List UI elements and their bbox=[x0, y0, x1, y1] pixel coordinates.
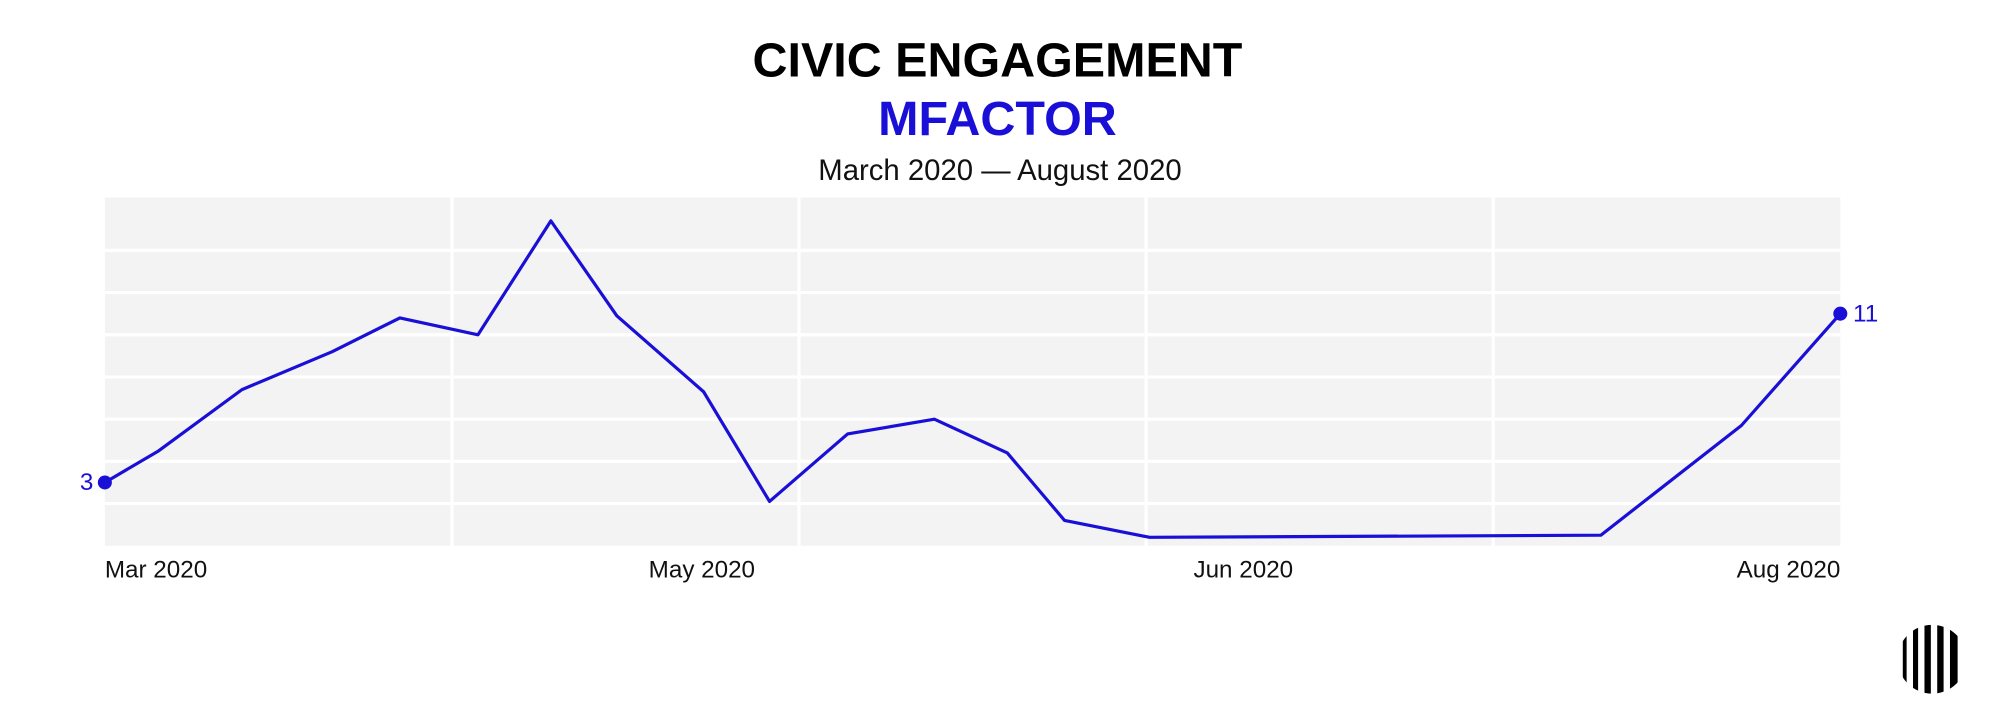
line bbox=[104, 219, 1842, 539]
x-tick-label: May 2020 bbox=[649, 557, 755, 584]
x-tick-label: Mar 2020 bbox=[105, 557, 207, 584]
x-tick-label: Aug 2020 bbox=[1737, 557, 1841, 584]
data-label: 3 bbox=[80, 469, 93, 496]
x-tick-label: Jun 2020 bbox=[1193, 557, 1293, 584]
end-point bbox=[97, 475, 112, 490]
chart-title: CIVIC ENGAGEMENT bbox=[753, 34, 1243, 88]
chart-subtitle: MFACTOR bbox=[878, 92, 1117, 146]
logo bbox=[1902, 624, 1958, 694]
chart-caption: March 2020 — August 2020 bbox=[818, 154, 1181, 187]
plot-background bbox=[104, 197, 1841, 546]
end-point bbox=[1833, 306, 1848, 321]
data-label: 11 bbox=[1853, 300, 1878, 327]
